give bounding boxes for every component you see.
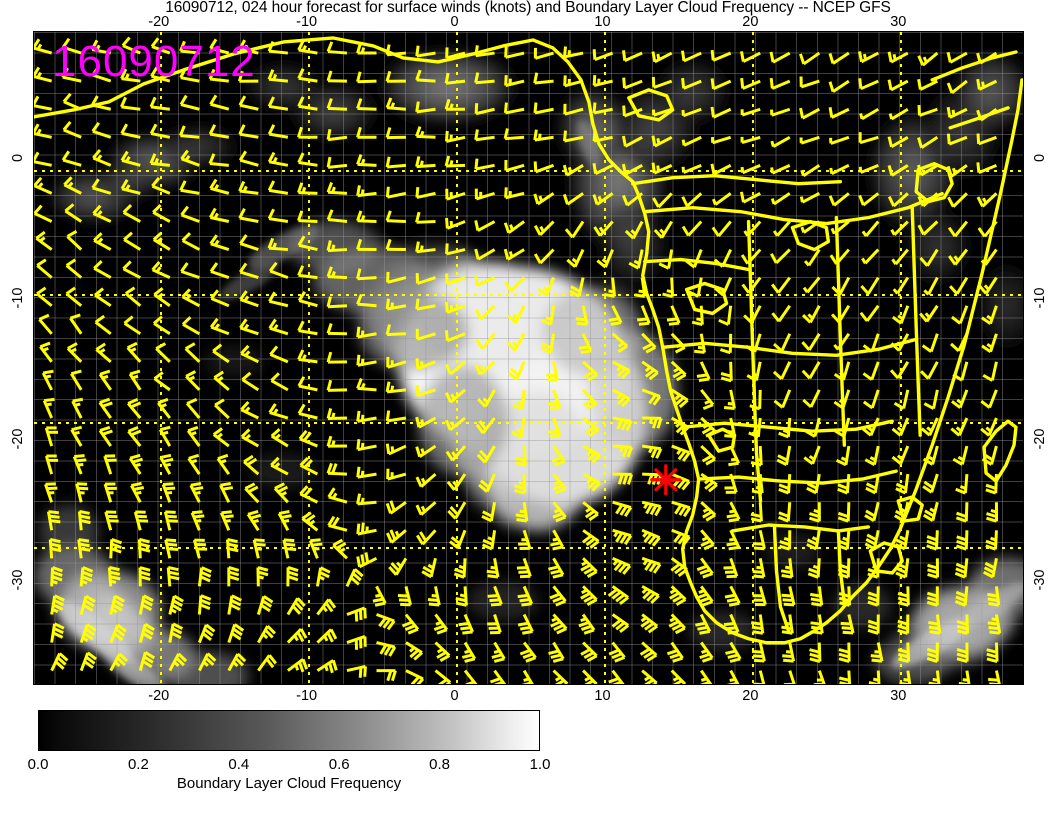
y-tick-right--30: -30: [1032, 569, 1048, 590]
colorbar: [38, 710, 540, 751]
colorbar-tick-0.6: 0.6: [328, 756, 350, 773]
gridline-lon-0: [456, 32, 458, 684]
x-tick-bottom--10: -10: [296, 688, 318, 704]
y-tick-left--10: -10: [10, 287, 26, 309]
y-tick-left-0: 0: [10, 153, 26, 162]
x-tick-bottom-30: 30: [890, 688, 907, 704]
gridline-lon-10: [604, 32, 606, 684]
gridline-lon--10: [308, 32, 310, 684]
x-tick-bottom-10: 10: [594, 688, 611, 704]
x-tick-bottom-20: 20: [742, 688, 759, 704]
x-tick-bottom--20: -20: [148, 688, 170, 704]
y-tick-right--20: -20: [1032, 428, 1048, 450]
x-tick-top-0: 0: [450, 14, 459, 30]
y-tick-right--10: -10: [1032, 287, 1048, 309]
x-tick-top--20: -20: [148, 14, 170, 30]
gridline-lat-0: [34, 170, 1023, 172]
gridline-lon-30: [900, 32, 902, 684]
map-plot-area: [33, 31, 1024, 685]
asterisk-icon: [650, 464, 682, 496]
colorbar-tick-0.4: 0.4: [228, 756, 250, 773]
figure-title: 16090712, 024 hour forecast for surface …: [165, 0, 891, 16]
station-marker: [650, 464, 682, 496]
gridline-lon--20: [160, 32, 162, 684]
y-tick-right-0: 0: [1032, 153, 1048, 162]
y-tick-left--30: -30: [10, 569, 26, 590]
map-clip: [34, 32, 1023, 684]
x-tick-bottom-0: 0: [450, 688, 459, 704]
y-tick-left--20: -20: [10, 428, 26, 450]
colorbar-tick-0.0: 0.0: [27, 756, 49, 773]
colorbar-label: Boundary Layer Cloud Frequency: [176, 775, 402, 792]
x-tick-top-10: 10: [594, 14, 611, 30]
colorbar-tick-0.2: 0.2: [127, 756, 149, 773]
colorbar-tick-1.0: 1.0: [529, 756, 551, 773]
colorbar-tick-0.8: 0.8: [429, 756, 451, 773]
x-tick-top-30: 30: [890, 14, 907, 30]
timestamp-stamp: 16090712: [52, 37, 256, 86]
wind-barb-layer: [34, 36, 1002, 684]
x-tick-top-20: 20: [742, 14, 759, 30]
x-tick-top--10: -10: [296, 14, 318, 30]
gridline-lat--20: [34, 422, 1023, 424]
cloud-frequency-field: [34, 32, 1023, 684]
gridline-lat--10: [34, 294, 1023, 296]
